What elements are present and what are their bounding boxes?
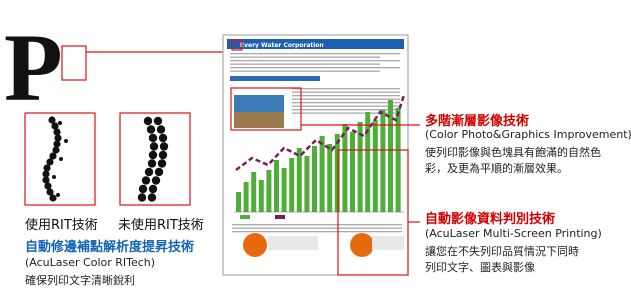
multiscreen-subtitle: (AcuLaser Multi-Screen Printing) xyxy=(425,227,602,240)
doc-bar xyxy=(297,148,302,212)
page: P Every Water Corporation 使用RIT技術 未使用RIT… xyxy=(0,0,631,292)
doc-bar xyxy=(304,156,309,212)
dot xyxy=(154,117,162,125)
dot xyxy=(148,193,156,201)
multiscreen-title: 自動影像資料判別技術 xyxy=(425,208,555,227)
gradation-subtitle: (Color Photo&Graphics Improvement) xyxy=(425,128,631,141)
dot xyxy=(53,128,60,135)
doc-pie xyxy=(243,233,267,257)
dot xyxy=(159,134,167,142)
rit-title: 自動修邊補點解析度提昇技術 xyxy=(25,236,194,255)
doc-bar xyxy=(327,144,332,212)
gradation-title: 多階漸層影像技術 xyxy=(425,110,529,129)
doc-subheader xyxy=(230,76,320,81)
doc-bar xyxy=(251,172,256,212)
doc-legend-swatch xyxy=(275,215,285,219)
doc-line xyxy=(232,231,402,232)
doc-bar xyxy=(396,108,401,212)
dot xyxy=(53,140,60,147)
doc-bar xyxy=(320,136,325,212)
dot xyxy=(59,157,63,161)
doc-bar xyxy=(312,146,317,212)
doc-pie xyxy=(350,233,374,257)
doc-bar xyxy=(289,158,294,212)
dot xyxy=(157,125,165,133)
dot xyxy=(64,139,68,143)
doc-legend-swatch xyxy=(240,215,250,219)
doc-legend xyxy=(268,236,318,250)
dot xyxy=(138,193,146,201)
doc-line xyxy=(230,71,380,72)
doc-bar xyxy=(373,120,378,212)
dot xyxy=(142,176,150,184)
dot xyxy=(145,168,153,176)
dot xyxy=(159,151,167,159)
rit-description: 確保列印文字清晰銳利 xyxy=(25,272,135,288)
doc-bar xyxy=(244,182,249,212)
label-without-rit: 未使用RIT技術 xyxy=(118,214,204,233)
dot xyxy=(54,134,61,141)
doc-line xyxy=(292,99,400,100)
doc-bar xyxy=(274,160,279,212)
dot xyxy=(149,134,157,142)
doc-bar xyxy=(350,132,355,212)
dot xyxy=(58,121,62,125)
doc-legend xyxy=(372,236,404,250)
doc-line xyxy=(230,67,400,68)
doc-line xyxy=(230,64,380,65)
dot xyxy=(43,164,50,171)
label-with-rit: 使用RIT技術 xyxy=(25,214,98,233)
gradation-description: 彩，及更為平順的漸層效果。 xyxy=(425,160,568,176)
gradation-description: 使列印影像與色塊具有飽滿的自然色 xyxy=(425,144,601,160)
dot xyxy=(155,168,163,176)
doc-line xyxy=(292,92,400,93)
dot xyxy=(139,185,147,193)
doc-bar xyxy=(365,112,370,212)
doc-line xyxy=(292,95,400,96)
rit-subtitle: (AcuLaser Color RITech) xyxy=(25,256,155,269)
dot xyxy=(49,194,56,201)
connector xyxy=(86,45,232,52)
dot xyxy=(148,159,156,167)
dot xyxy=(160,142,168,150)
doc-photo-ground xyxy=(234,112,284,128)
doc-bar xyxy=(282,168,287,212)
doc-line xyxy=(232,224,402,225)
dot xyxy=(149,185,157,193)
doc-bar xyxy=(266,170,271,212)
dot-pattern xyxy=(42,116,168,201)
doc-line xyxy=(232,228,402,229)
doc-bar xyxy=(259,180,264,212)
zoom-box xyxy=(62,46,86,80)
multiscreen-description: 列印文字、圖表與影像 xyxy=(425,259,535,275)
dot xyxy=(150,142,158,150)
doc-line xyxy=(292,102,400,103)
doc-bar xyxy=(335,134,340,212)
dot xyxy=(56,193,60,197)
dot xyxy=(152,176,160,184)
doc-bar xyxy=(236,192,241,212)
doc-line xyxy=(230,60,400,61)
logo-letter: P xyxy=(4,14,63,121)
dot xyxy=(149,151,157,159)
doc-line xyxy=(230,53,400,54)
dot xyxy=(158,159,166,167)
doc-line xyxy=(292,106,400,107)
dot xyxy=(144,117,152,125)
doc-line xyxy=(230,57,380,58)
doc-line xyxy=(292,88,400,89)
dot xyxy=(147,125,155,133)
doc-bar xyxy=(342,124,347,212)
doc-header: Every Water Corporation xyxy=(240,42,324,49)
multiscreen-description: 讓您在不失列印品質情況下同時 xyxy=(425,243,579,259)
dot xyxy=(52,175,56,179)
